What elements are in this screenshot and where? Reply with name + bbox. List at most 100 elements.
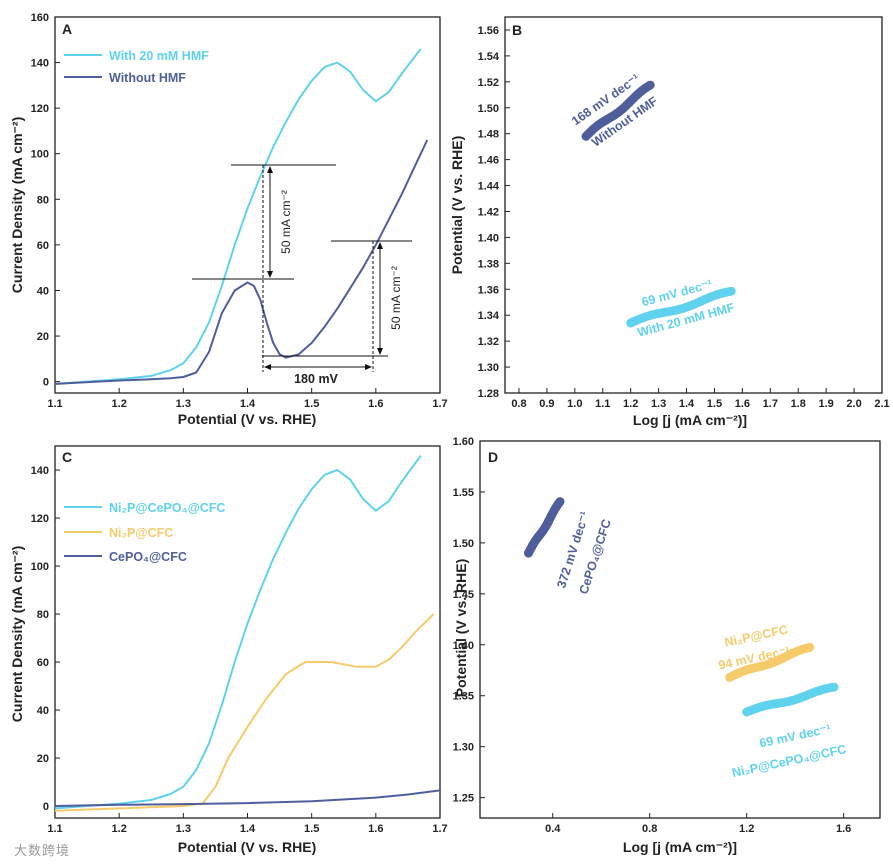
panel-d-plot: 0.4 0.8 1.2 1.6 1.25 1.30 1.35 1.40 1.45 1.50 1.55… — [453, 436, 852, 835]
tafel-point-cyan — [726, 286, 736, 296]
series-line-navy — [54, 789, 441, 807]
series-line-yellow — [54, 613, 435, 812]
c-xlabel: Potential (V vs. RHE) — [178, 839, 316, 855]
y-tick-label: 1.52 — [478, 77, 499, 89]
x-tick-label: 0.4 — [545, 823, 561, 835]
tafel-point-yellow — [805, 642, 815, 652]
y-tick-label: 1.25 — [453, 793, 474, 805]
y-tick-label: 140 — [31, 58, 49, 70]
x-tick-label: 1.0 — [567, 398, 582, 410]
x-tick-label: 1.7 — [432, 823, 447, 835]
panel-a-guides — [192, 164, 412, 372]
y-tick-label: 80 — [37, 609, 49, 621]
x-tick-label: 0.8 — [511, 398, 526, 410]
b-ylabel: Potential (V vs. RHE) — [449, 136, 465, 274]
x-tick-label: 1.5 — [304, 823, 319, 835]
a-ylabel: Current Density (mA cm⁻²) — [9, 117, 25, 293]
a-xlabel: Potential (V vs. RHE) — [178, 411, 316, 427]
annot-dx: 180 mV — [294, 372, 338, 386]
x-tick-label: 1.8 — [791, 398, 806, 410]
y-tick-label: 1.56 — [478, 25, 499, 37]
x-tick-label: 1.6 — [836, 823, 851, 835]
y-tick-label: 40 — [37, 285, 49, 297]
y-tick-label: 1.40 — [453, 640, 474, 652]
y-tick-label: 40 — [37, 705, 49, 717]
x-tick-label: 2.0 — [846, 398, 861, 410]
panel-b-plot: 0.8 0.9 1.0 1.1 1.2 1.3 1.4 1.5 1.6 1.7 1.8 1.9 2.0 2… — [478, 25, 890, 410]
x-tick-label: 1.2 — [112, 398, 127, 410]
d-ylabel: Potential (V vs. RHE) — [453, 559, 469, 697]
y-tick-label: 20 — [37, 331, 49, 343]
x-tick-label: 1.3 — [176, 398, 191, 410]
d-xlabel: Log [j (mA cm⁻²)] — [623, 839, 737, 855]
x-tick-label: 1.6 — [735, 398, 750, 410]
series-line-navy — [54, 139, 429, 385]
y-tick-label: 1.28 — [478, 388, 499, 400]
x-tick-label: 1.7 — [763, 398, 778, 410]
legend-c-ni2p: Ni₂P@CFC — [109, 526, 173, 540]
panel-b-frame — [504, 16, 883, 394]
panel-a-label: A — [62, 21, 72, 37]
x-tick-label: 1.4 — [240, 398, 256, 410]
tafel-point-navy — [555, 497, 565, 507]
y-tick-label: 160 — [31, 12, 49, 24]
panel-c-plot: 1.1 1.2 1.3 1.4 1.5 1.6 1.7 0 20 40 60 80 100 120 140 — [31, 455, 448, 835]
panel-b-label: B — [512, 22, 522, 38]
y-tick-label: 100 — [31, 149, 49, 161]
x-tick-label: 1.1 — [47, 823, 62, 835]
d-cyan-name: Ni₂P@CePO₄@CFC — [731, 742, 848, 780]
x-tick-label: 1.5 — [304, 398, 319, 410]
x-tick-label: 1.6 — [368, 398, 383, 410]
legend-a-without-hmf: Without HMF — [109, 71, 186, 85]
legend-c-ni2p-cepo4: Ni₂P@CePO₄@CFC — [109, 501, 225, 515]
y-tick-label: 1.44 — [478, 181, 500, 193]
y-tick-label: 0 — [43, 377, 49, 389]
series-line-cyan — [54, 455, 422, 810]
annot-dy2: 50 mA cm⁻² — [389, 266, 403, 330]
x-tick-label: 1.2 — [739, 823, 754, 835]
x-tick-label: 1.1 — [47, 398, 62, 410]
y-tick-label: 1.32 — [478, 336, 499, 348]
y-tick-label: 140 — [31, 465, 49, 477]
x-tick-label: 2.1 — [874, 398, 889, 410]
x-tick-label: 1.4 — [240, 823, 256, 835]
y-tick-label: 20 — [37, 753, 49, 765]
y-tick-label: 1.50 — [478, 103, 499, 115]
panel-d-label: D — [488, 449, 498, 465]
y-tick-label: 1.30 — [478, 362, 499, 374]
panel-d-frame — [479, 440, 881, 819]
tafel-point-navy — [645, 80, 655, 90]
x-tick-label: 1.2 — [112, 823, 127, 835]
y-tick-label: 1.50 — [453, 538, 474, 550]
y-tick-label: 1.35 — [453, 691, 474, 703]
panel-a-plot: 1.1 1.2 1.3 1.4 1.5 1.6 1.7 0 20 40 60 80 100 120 140 1… — [31, 12, 448, 410]
y-tick-label: 1.34 — [478, 310, 500, 322]
annot-dy1: 50 mA cm⁻² — [279, 190, 293, 254]
y-tick-label: 60 — [37, 240, 49, 252]
x-tick-label: 1.3 — [176, 823, 191, 835]
y-tick-label: 60 — [37, 657, 49, 669]
y-tick-label: 1.30 — [453, 742, 474, 754]
y-tick-label: 1.48 — [478, 129, 499, 141]
x-tick-label: 1.1 — [595, 398, 610, 410]
x-tick-label: 1.7 — [432, 398, 447, 410]
y-tick-label: 120 — [31, 103, 49, 115]
y-tick-label: 1.42 — [478, 206, 499, 218]
y-tick-label: 1.36 — [478, 284, 499, 296]
y-tick-label: 1.55 — [453, 487, 474, 499]
x-tick-label: 0.8 — [642, 823, 657, 835]
b-xlabel: Log [j (mA cm⁻²)] — [633, 412, 747, 428]
panel-c-label: C — [62, 449, 72, 465]
y-tick-label: 1.45 — [453, 589, 474, 601]
x-tick-label: 0.9 — [539, 398, 554, 410]
y-tick-label: 1.38 — [478, 258, 499, 270]
x-tick-label: 1.3 — [651, 398, 666, 410]
x-tick-label: 1.5 — [707, 398, 722, 410]
legend-a-with-hmf: With 20 mM HMF — [109, 49, 209, 63]
x-tick-label: 1.4 — [679, 398, 695, 410]
y-tick-label: 1.46 — [478, 155, 499, 167]
x-tick-label: 1.6 — [368, 823, 383, 835]
y-tick-label: 100 — [31, 561, 49, 573]
watermark: 大数跨境 — [14, 844, 71, 859]
